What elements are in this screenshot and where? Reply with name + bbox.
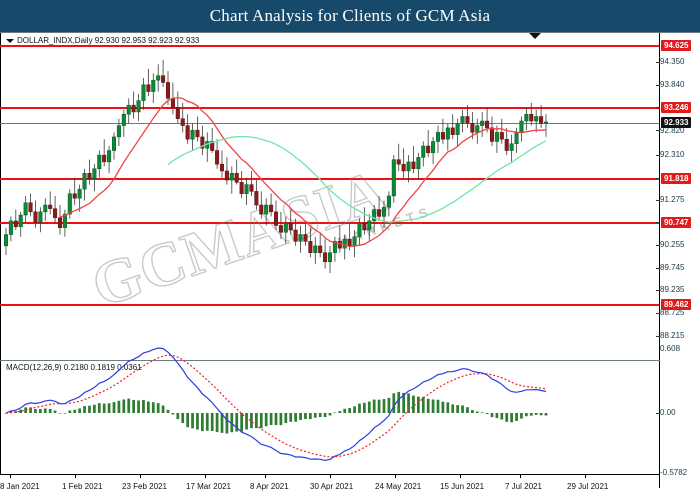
- macd-tick-top: 0.608: [660, 344, 681, 353]
- price-tick: 88.215: [660, 331, 685, 340]
- price-tick: 93.840: [660, 80, 685, 89]
- date-label: 8 Apr 2021: [250, 482, 289, 491]
- level-line-91818: [0, 178, 659, 180]
- macd-signal-line: [5, 354, 547, 458]
- title-bar: Chart Analysis for Clients of GCM Asia: [0, 0, 700, 32]
- date-label: 1 Feb 2021: [62, 482, 103, 491]
- date-label: 29 Jul 2021: [567, 482, 609, 491]
- macd-line: [5, 347, 547, 462]
- date-label: 8 Jan 2021: [0, 482, 40, 491]
- collapse-triangle-icon[interactable]: [6, 38, 14, 43]
- date-label: 30 Apr 2021: [310, 482, 354, 491]
- date-label: 7 Jul 2021: [505, 482, 542, 491]
- moving-average-slow-line: [167, 135, 547, 223]
- candlestick-series: [3, 59, 549, 274]
- date-label: 24 May 2021: [375, 482, 422, 491]
- level-chip-93246[interactable]: 93.246: [661, 102, 692, 113]
- macd-histogram-series: [4, 391, 548, 434]
- level-line-93246: [0, 107, 659, 109]
- price-tick: 89.235: [660, 285, 685, 294]
- macd-tick-bottom: -0.5782: [660, 468, 688, 477]
- price-tick: 92.310: [660, 150, 685, 159]
- price-tick: 89.745: [660, 263, 685, 272]
- level-chip-91818[interactable]: 91.818: [661, 173, 692, 184]
- page-title: Chart Analysis for Clients of GCM Asia: [209, 6, 491, 25]
- macd-panel-separator: [0, 360, 660, 361]
- date-label: 23 Feb 2021: [122, 482, 167, 491]
- price-tick: 92.820: [660, 126, 685, 135]
- level-chip-89462[interactable]: 89.462: [661, 299, 692, 310]
- macd-label: MACD(12,26,9) 0.2180 0.1819 0.0361: [6, 363, 142, 372]
- current-price-line: [0, 123, 659, 124]
- level-line-94625: [0, 45, 659, 47]
- macd-tick-zero: 0.00: [660, 408, 676, 417]
- level-line-89462: [0, 304, 659, 306]
- chart-left-axis: [0, 33, 1, 474]
- level-chip-90747[interactable]: 90.747: [661, 217, 692, 228]
- instrument-label: DOLLAR_INDX,Daily 92.930 92.953 92.923 9…: [6, 36, 199, 45]
- price-tick: 90.255: [660, 240, 685, 249]
- price-tick: 94.350: [660, 57, 685, 66]
- current-price-chip[interactable]: 92.933: [661, 117, 692, 128]
- price-axis-line: [659, 33, 660, 488]
- moving-average-fast-line: [59, 96, 547, 248]
- date-label: 15 Jun 2021: [440, 482, 485, 491]
- level-line-90747: [0, 222, 659, 224]
- level-chip-94625[interactable]: 94.625: [661, 40, 692, 51]
- price-tick: 91.275: [660, 195, 685, 204]
- instrument-label-text: DOLLAR_INDX,Daily 92.930 92.953 92.923 9…: [17, 36, 200, 45]
- price-tick: 88.725: [660, 308, 685, 317]
- chart-top-marker-icon: [529, 33, 541, 39]
- chart-frame: [0, 32, 700, 501]
- date-label: 17 Mar 2021: [186, 482, 231, 491]
